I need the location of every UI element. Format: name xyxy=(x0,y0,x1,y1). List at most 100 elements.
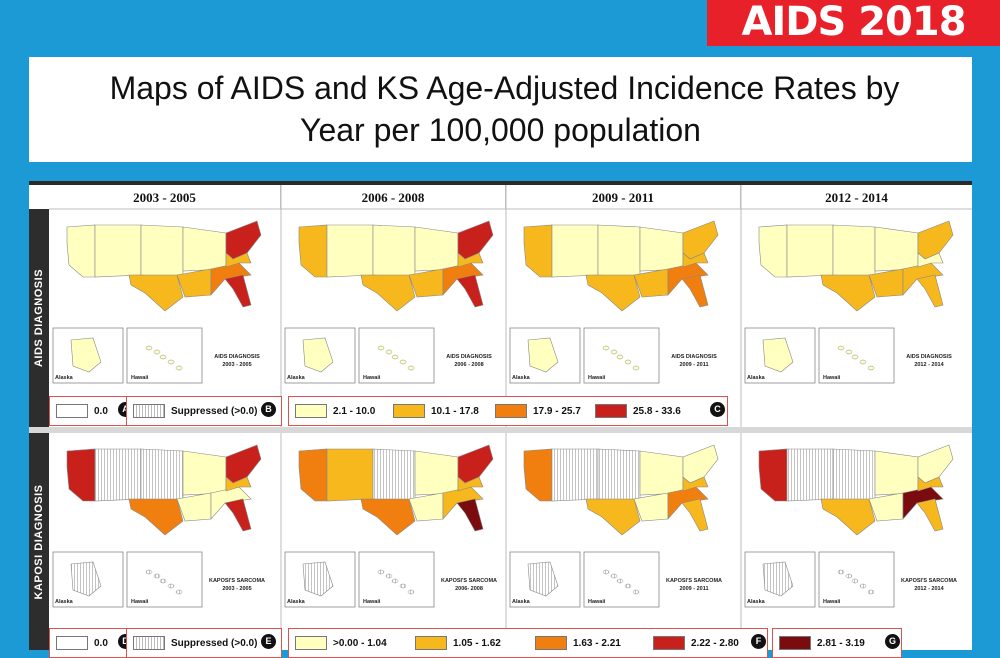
map-region-mountain xyxy=(94,224,142,278)
map-caption: KAPOSI'S SARCOMA xyxy=(901,578,957,584)
hawaii-island xyxy=(616,354,624,360)
map-region-plains xyxy=(832,448,876,502)
hawaii-label: Hawaii xyxy=(823,599,841,605)
map-region-florida xyxy=(224,498,252,532)
map-region-plains xyxy=(140,448,184,502)
conference-badge: AIDS 2018 xyxy=(707,0,1000,46)
ks-bin-4-label: 2.22 - 2.80 xyxy=(691,637,739,649)
map-region-plains xyxy=(140,224,184,278)
hawaii-island xyxy=(167,583,175,589)
map-region-midwest xyxy=(182,226,227,272)
map-region-plains xyxy=(597,224,641,278)
maps-figure: Alaska Hawaii AIDS DIAGNOSIS 2003 - 2005 Ala… xyxy=(29,185,972,650)
marker-g: G xyxy=(885,634,900,649)
marker-f: F xyxy=(751,634,766,649)
hawaii-island xyxy=(845,349,853,355)
map-region-texas xyxy=(128,274,184,312)
hawaii-inset xyxy=(126,327,203,384)
map-region-mountain xyxy=(326,224,374,278)
hawaii-island xyxy=(610,349,618,355)
map-region-mid-atlantic xyxy=(225,252,252,268)
map-region-florida xyxy=(224,274,252,308)
ks-zero-label: 0.0 xyxy=(94,637,108,649)
map-caption: AIDS DIAGNOSIS xyxy=(214,354,260,360)
ks-suppressed-label: Suppressed (>0.0) xyxy=(171,637,258,649)
hawaii-island xyxy=(867,589,875,595)
map-region-west xyxy=(523,448,553,502)
map-region-plains xyxy=(832,224,876,278)
hawaii-island xyxy=(624,359,632,365)
suppressed-swatch xyxy=(133,404,165,418)
hawaii-island xyxy=(159,578,167,584)
aids-legend-bins: 2.1 - 10.0 10.1 - 17.8 17.9 - 25.7 25.8 … xyxy=(288,396,728,426)
ks-legend-bins: >0.00 - 1.04 1.05 - 1.62 1.63 - 2.21 2.2… xyxy=(288,628,768,658)
map-region-northeast xyxy=(225,444,262,484)
alaska-label: Alaska xyxy=(512,599,531,605)
hawaii-label: Hawaii xyxy=(823,375,841,381)
map-region-northeast xyxy=(917,220,954,260)
map-region-midwest xyxy=(874,226,919,272)
hawaii-island xyxy=(867,365,875,371)
aids-side-text: AIDS DIAGNOSIS xyxy=(33,268,45,368)
map-region-midwest xyxy=(639,450,684,496)
map-region-northeast xyxy=(457,444,494,484)
marker-e: E xyxy=(261,634,276,649)
title-line-2: Year per 100,000 population xyxy=(300,112,701,148)
alaska-shape xyxy=(70,337,102,373)
map-region-florida xyxy=(681,274,709,308)
map-region-northeast xyxy=(457,220,494,260)
map-caption-period: 2006 - 2008 xyxy=(454,362,483,368)
hawaii-island xyxy=(616,578,624,584)
ks-bin-2-swatch xyxy=(415,636,447,650)
alaska-label: Alaska xyxy=(55,599,74,605)
marker-c: C xyxy=(710,402,725,417)
ks-bin-2-label: 1.05 - 1.62 xyxy=(453,637,501,649)
map-region-plains xyxy=(597,448,641,502)
map-region-florida xyxy=(916,498,944,532)
map-region-mid-atlantic xyxy=(225,476,252,492)
hawaii-island xyxy=(632,365,640,371)
aids-bin-3-label: 17.9 - 25.7 xyxy=(533,405,581,417)
ks-side-label: KAPOSI DIAGNOSIS xyxy=(29,433,49,650)
hawaii-island xyxy=(859,359,867,365)
map-region-texas xyxy=(360,274,416,312)
ks-suppressed-swatch xyxy=(133,636,165,650)
hawaii-island xyxy=(399,583,407,589)
map-caption-period: 2009 - 2011 xyxy=(679,586,708,592)
slide-title: Maps of AIDS and KS Age-Adjusted Inciden… xyxy=(29,57,972,162)
hawaii-island xyxy=(845,573,853,579)
alaska-label: Alaska xyxy=(747,375,766,381)
map-region-midwest xyxy=(414,450,459,496)
hawaii-label: Hawaii xyxy=(588,599,606,605)
hawaii-island xyxy=(145,345,153,351)
period-header-row: 2003 - 2005 2006 - 2008 2009 - 2011 2012… xyxy=(49,185,972,209)
map-region-west xyxy=(758,448,788,502)
map-region-west xyxy=(758,224,788,278)
aids-bin-2-label: 10.1 - 17.8 xyxy=(431,405,479,417)
alaska-shape xyxy=(70,561,102,597)
zero-label: 0.0 xyxy=(94,405,108,417)
hawaii-island xyxy=(624,583,632,589)
map-panel: Alaska Hawaii AIDS DIAGNOSIS 2003 - 2005 Ala… xyxy=(29,181,972,658)
map-region-mid-atlantic xyxy=(682,252,709,268)
map-region-florida xyxy=(916,274,944,308)
map-region-mountain xyxy=(326,448,374,502)
map-caption-period: 2012 - 2014 xyxy=(914,362,944,368)
map-region-texas xyxy=(585,274,641,312)
hawaii-label: Hawaii xyxy=(363,599,381,605)
hawaii-island xyxy=(407,365,415,371)
alaska-label: Alaska xyxy=(55,375,74,381)
map-region-west xyxy=(298,448,328,502)
hawaii-island xyxy=(610,573,618,579)
marker-b: B xyxy=(261,402,276,417)
hawaii-island xyxy=(385,573,393,579)
hawaii-island xyxy=(377,345,385,351)
hawaii-label: Hawaii xyxy=(131,375,149,381)
hawaii-label: Hawaii xyxy=(363,375,381,381)
aids-legend-suppressed: Suppressed (>0.0) B xyxy=(126,396,282,426)
map-region-west xyxy=(523,224,553,278)
map-region-midwest xyxy=(182,450,227,496)
map-region-plains xyxy=(372,224,416,278)
map-region-midwest xyxy=(639,226,684,272)
map-region-mid-atlantic xyxy=(457,252,484,268)
